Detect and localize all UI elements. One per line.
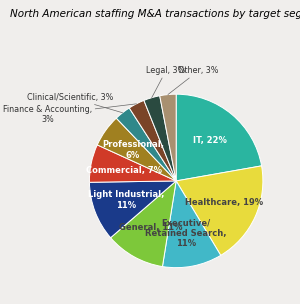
Text: Finance & Accounting,
3%: Finance & Accounting, 3% <box>3 104 136 124</box>
Text: North American staffing M&A transactions by target segment, 2016: North American staffing M&A transactions… <box>10 9 300 19</box>
Wedge shape <box>176 94 262 181</box>
Text: Professional,
6%: Professional, 6% <box>102 140 164 160</box>
Text: IT, 22%: IT, 22% <box>193 136 227 145</box>
Text: Clinical/Scientific, 3%: Clinical/Scientific, 3% <box>26 93 122 113</box>
Wedge shape <box>160 94 176 181</box>
Text: Executive/
Retained Search,
11%: Executive/ Retained Search, 11% <box>146 218 227 248</box>
Wedge shape <box>89 145 176 182</box>
Text: Legal, 3%: Legal, 3% <box>146 66 186 98</box>
Wedge shape <box>89 181 176 238</box>
Text: Light Industrial,
11%: Light Industrial, 11% <box>88 190 165 209</box>
Wedge shape <box>144 96 176 181</box>
Wedge shape <box>97 118 176 181</box>
Wedge shape <box>129 100 176 181</box>
Wedge shape <box>116 108 176 181</box>
Text: Commercial, 7%: Commercial, 7% <box>86 166 162 174</box>
Text: Other, 3%: Other, 3% <box>168 66 219 95</box>
Wedge shape <box>111 181 176 267</box>
Wedge shape <box>163 181 221 268</box>
Wedge shape <box>176 166 263 255</box>
Text: Healthcare, 19%: Healthcare, 19% <box>185 199 263 207</box>
Text: General, 11%: General, 11% <box>118 223 182 232</box>
